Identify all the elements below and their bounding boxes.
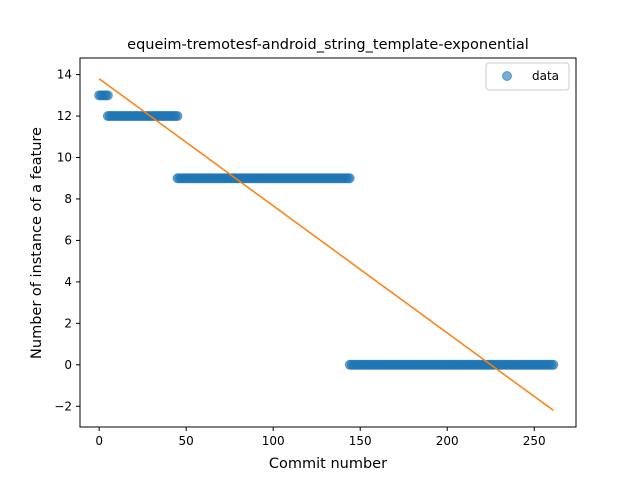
y-tick-label: 12 [57,109,72,123]
data-point-146 [344,173,355,184]
x-axis-label: Commit number [269,456,387,472]
y-tick-label: 4 [64,275,72,289]
x-tick-label: 200 [436,434,459,448]
fit-line [98,78,554,412]
x-tick-label: 0 [95,434,103,448]
y-tick-label: 14 [57,68,72,82]
data-point-46 [172,111,183,122]
y-tick-label: 8 [64,192,72,206]
x-axis-ticks: 0 50 100 150 200 250 [95,427,546,448]
y-tick-label: 0 [64,358,72,372]
legend: data [485,62,570,91]
fit-line-path [98,78,554,412]
x-tick-label: 100 [262,434,285,448]
x-tick-label: 50 [179,434,194,448]
legend-label-data: data [532,69,559,83]
y-axis-label: Number of instance of a feature [29,127,45,359]
y-tick-label: 6 [64,233,72,247]
legend-marker-data [502,71,512,81]
y-axis-ticks: −2 0 2 4 6 8 10 12 14 [54,68,80,413]
data-point-5 [102,90,113,101]
data-points [94,90,559,370]
plot-area [94,78,559,412]
legend-box [485,62,570,91]
data-point-264 [548,359,559,370]
x-tick-label: 250 [523,434,546,448]
plot-frame [79,57,577,428]
chart-title: equeim-tremotesf-android_string_template… [127,37,529,53]
y-tick-label: 2 [64,316,72,330]
y-tick-label: 10 [57,151,72,165]
x-tick-label: 150 [349,434,372,448]
y-tick-label: −2 [54,399,72,413]
